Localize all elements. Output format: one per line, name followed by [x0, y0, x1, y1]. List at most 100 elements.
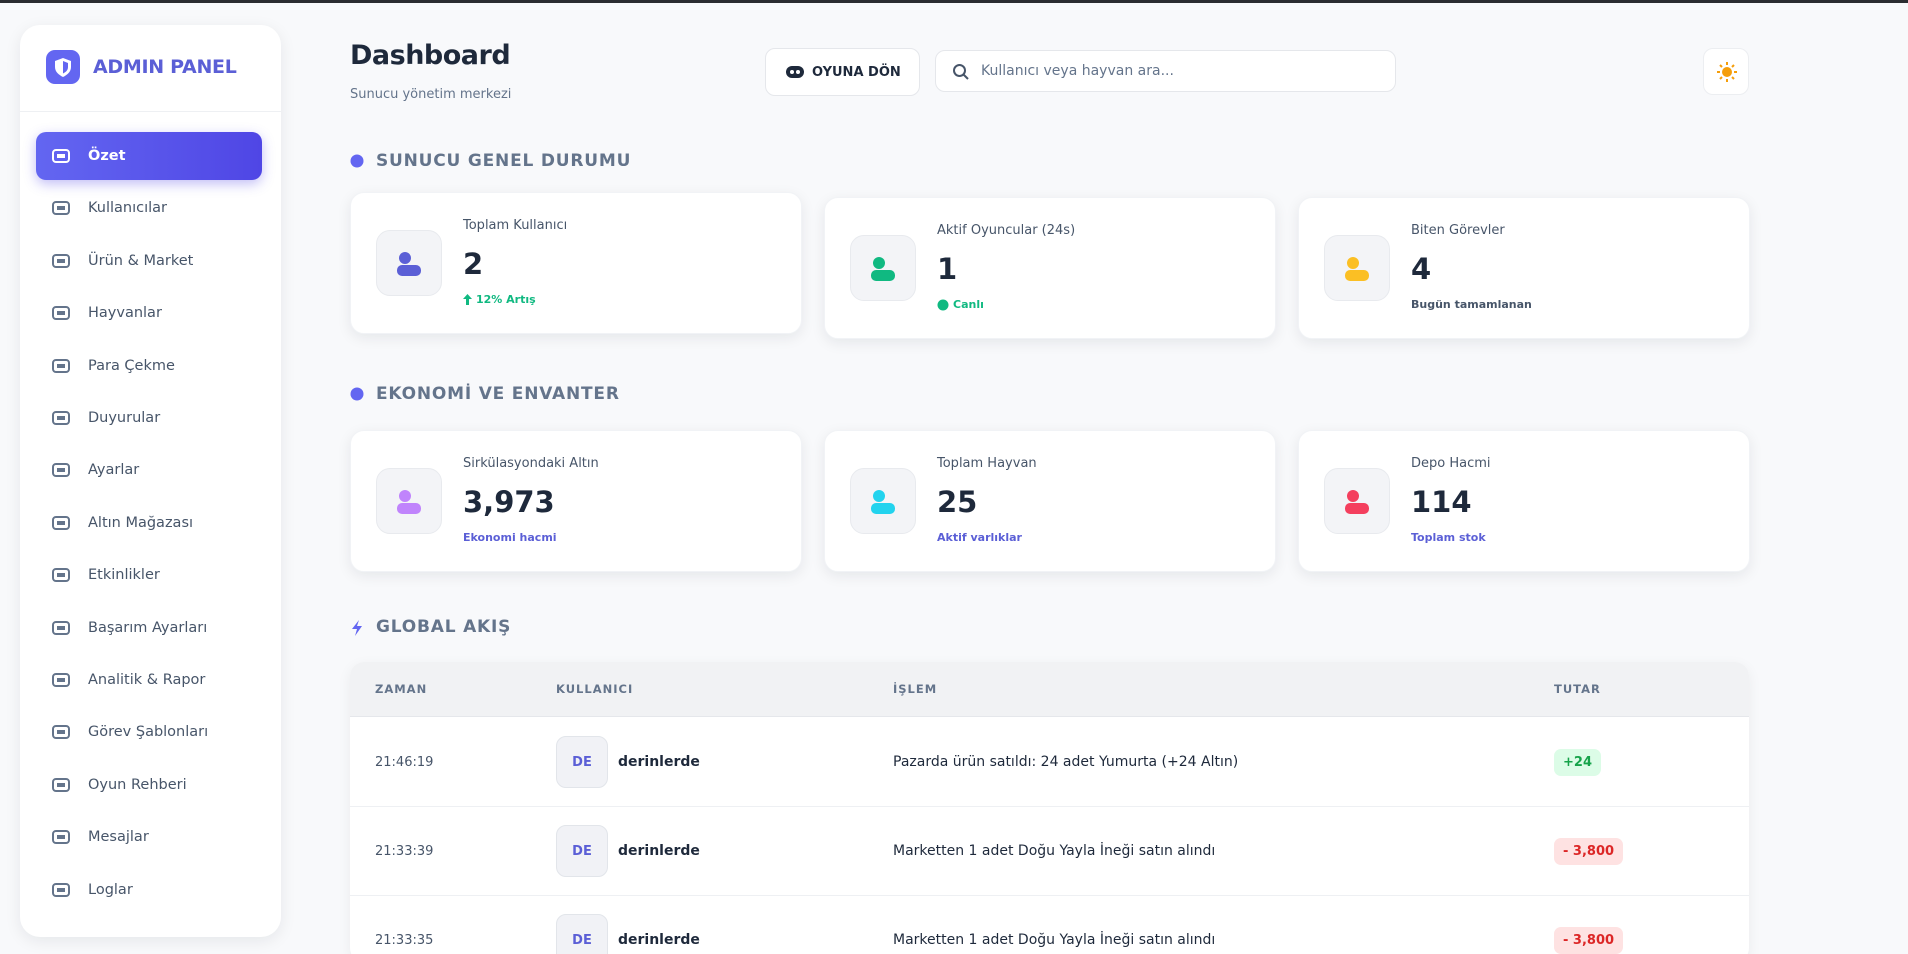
icon	[1345, 257, 1369, 281]
icon	[350, 387, 364, 401]
section-title: EKONOMİ VE ENVANTER	[350, 382, 620, 406]
icon	[871, 490, 895, 514]
username[interactable]: derinlerde	[618, 754, 700, 770]
nav-label[interactable]: Loglar	[88, 881, 133, 898]
brand-icon	[46, 50, 80, 84]
avatar: DE	[556, 825, 608, 877]
card-note-text: Toplam stok	[1411, 531, 1486, 544]
card-label: Toplam Kullanıcı	[463, 218, 568, 233]
nav-item[interactable]: Görev Şablonları	[36, 708, 262, 756]
column-header: KULLANICI	[556, 682, 634, 696]
back-button[interactable]: OYUNA DÖN	[765, 48, 920, 96]
icon	[397, 490, 421, 514]
nav-label[interactable]: Ürün & Market	[88, 252, 194, 269]
amount: - 3,800	[1554, 838, 1624, 865]
nav-label[interactable]: Başarım Ayarları	[88, 619, 208, 636]
nav-item[interactable]: Duyurular	[36, 394, 262, 442]
nav-label[interactable]: Para Çekme	[88, 357, 175, 374]
icon	[397, 252, 421, 276]
icon	[52, 882, 70, 897]
icon	[52, 253, 70, 268]
card-value: 114	[1411, 485, 1472, 519]
search-input[interactable]: Kullanıcı veya hayvan ara...	[935, 50, 1396, 92]
card-value: 3,973	[463, 485, 555, 519]
card-icon	[850, 235, 916, 301]
nav-label[interactable]: Kullanıcılar	[88, 200, 168, 217]
action: Marketten 1 adet Doğu Yayla İneği satın …	[893, 932, 1216, 948]
nav-item[interactable]: Özet	[36, 132, 262, 180]
username[interactable]: derinlerde	[618, 843, 700, 859]
icon	[350, 154, 364, 168]
table-row: 21:46:19 DE derinlerde Pazarda ürün satıldı…	[350, 718, 1749, 807]
sidebar: ADMIN PANEL Özet Kullanıcılar Ürün & Marke…	[20, 25, 281, 937]
column-header: İŞLEM	[893, 682, 938, 696]
page-subtitle: Sunucu yönetim merkezi	[350, 87, 512, 102]
nav-item[interactable]: Kullanıcılar	[36, 184, 262, 232]
nav-label[interactable]: Görev Şablonları	[88, 724, 209, 741]
card-label: Toplam Hayvan	[937, 456, 1037, 471]
card-note-text: Bugün tamamlanan	[1411, 298, 1532, 311]
nav-item[interactable]: Para Çekme	[36, 342, 262, 390]
icon	[52, 568, 70, 583]
nav-item[interactable]: Altın Mağazası	[36, 499, 262, 547]
column-header: ZAMAN	[375, 682, 428, 696]
nav-item[interactable]: Etkinlikler	[36, 551, 262, 599]
nav-label[interactable]: Altın Mağazası	[88, 514, 194, 531]
card-note: Ekonomi hacmi	[463, 531, 557, 544]
nav-item[interactable]: Mesajlar	[36, 813, 262, 861]
section-title: SUNUCU GENEL DURUMU	[350, 149, 631, 173]
nav-label[interactable]: Analitik & Rapor	[88, 672, 206, 688]
stat-card: Biten Görevler 4 Bugün tamamlanan	[1298, 197, 1750, 339]
nav-label[interactable]: Ayarlar	[88, 462, 140, 479]
action: Pazarda ürün satıldı: 24 adet Yumurta (+…	[893, 754, 1239, 770]
username[interactable]: derinlerde	[618, 932, 700, 948]
nav-label[interactable]: Özet	[88, 148, 126, 164]
nav-item[interactable]: Hayvanlar	[36, 289, 262, 337]
icon	[52, 201, 70, 216]
back-button-label[interactable]: OYUNA DÖN	[812, 64, 901, 80]
top-bar	[0, 0, 1908, 3]
icon	[52, 306, 70, 321]
icon	[52, 358, 70, 373]
brand[interactable]: ADMIN PANEL	[93, 56, 237, 78]
icon	[52, 149, 70, 163]
table-row: 21:33:39 DE derinlerde Marketten 1 adet Doğ…	[350, 807, 1749, 896]
card-note: 12% Artış	[463, 293, 536, 306]
nav-item[interactable]: Ürün & Market	[36, 237, 262, 285]
nav-label[interactable]: Duyurular	[88, 410, 161, 426]
card-icon	[376, 468, 442, 534]
icon	[52, 620, 70, 635]
stat-card: Toplam Hayvan 25 Aktif varlıklar	[824, 430, 1276, 572]
nav-label[interactable]: Mesajlar	[88, 829, 149, 846]
nav-item[interactable]: Oyun Rehberi	[36, 761, 262, 809]
icon	[52, 463, 70, 478]
column-header: TUTAR	[1554, 682, 1601, 696]
card-label: Sirkülasyondaki Altın	[463, 456, 599, 471]
nav-item[interactable]: Loglar	[36, 866, 262, 914]
nav-item[interactable]: Başarım Ayarları	[36, 604, 262, 652]
theme-toggle[interactable]	[1703, 48, 1749, 95]
icon	[52, 515, 70, 530]
amount: - 3,800	[1554, 927, 1624, 954]
avatar: DE	[556, 914, 608, 954]
card-icon	[1324, 468, 1390, 534]
nav-item[interactable]: Ayarlar	[36, 446, 262, 494]
card-label: Biten Görevler	[1411, 223, 1505, 238]
nav-label[interactable]: Oyun Rehberi	[88, 776, 187, 793]
card-note-text: Canlı	[953, 298, 984, 311]
stat-card: Depo Hacmi 114 Toplam stok	[1298, 430, 1750, 572]
icon	[352, 620, 362, 636]
time: 21:33:39	[375, 844, 434, 859]
stat-card: Toplam Kullanıcı 2 12% Artış	[350, 192, 802, 334]
icon	[52, 411, 70, 425]
nav-item[interactable]: Analitik & Rapor	[36, 656, 262, 704]
icon	[937, 299, 949, 310]
card-note: Bugün tamamlanan	[1411, 298, 1532, 311]
nav-label[interactable]: Hayvanlar	[88, 305, 162, 322]
page-title: Dashboard	[350, 40, 511, 71]
icon	[1345, 490, 1369, 514]
section-title-text: SUNUCU GENEL DURUMU	[376, 151, 632, 171]
nav-label[interactable]: Etkinlikler	[88, 567, 160, 584]
